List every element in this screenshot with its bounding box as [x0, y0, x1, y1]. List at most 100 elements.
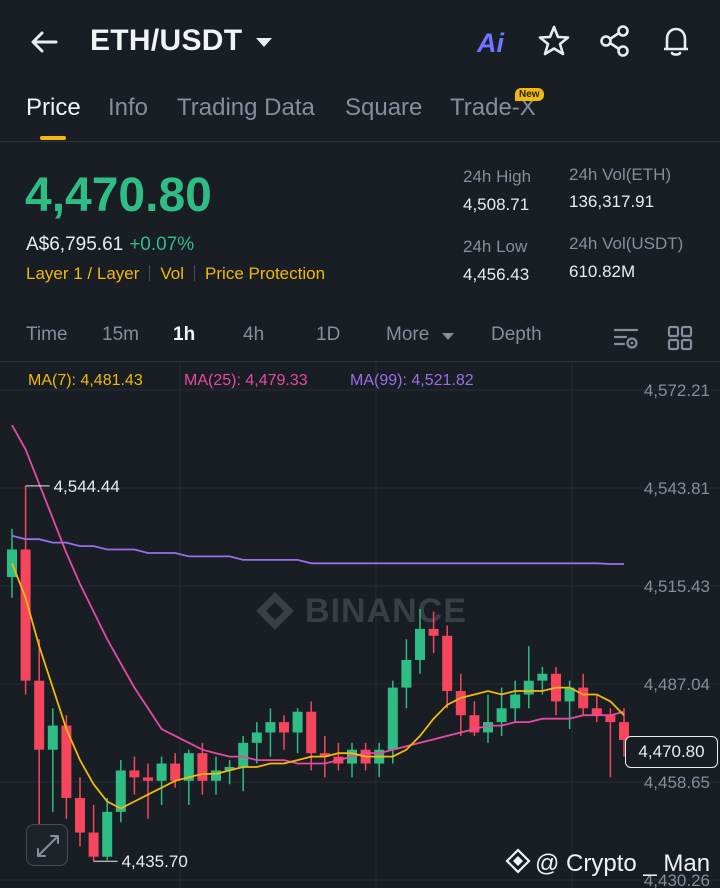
y-tick-label: 4,543.81 — [644, 479, 710, 498]
binance-watermark-icon — [256, 592, 294, 630]
y-tick-label: 4,487.04 — [644, 675, 710, 694]
tag-layer[interactable]: Layer 1 / Layer — [26, 264, 140, 283]
candle-body — [156, 763, 167, 781]
ai-assistant-icon[interactable]: Ai — [477, 28, 504, 58]
indicator-settings-icon[interactable] — [612, 324, 640, 352]
candle-body — [224, 766, 235, 771]
candle-body — [510, 694, 521, 709]
tf-15m[interactable]: 15m — [102, 324, 139, 345]
vol-eth-label: 24h Vol(ETH) — [569, 165, 672, 184]
high-24h-value: 4,508.71 — [463, 195, 530, 214]
candle-body — [47, 725, 58, 750]
min-price-label: 4,435.70 — [122, 852, 188, 871]
candle-body — [605, 715, 616, 723]
fiat-price: A$6,795.61 — [26, 234, 124, 255]
timeframe-bar: Time 15m 1h 4h 1D More Depth — [0, 314, 720, 362]
high-24h-label: 24h High — [463, 167, 532, 186]
candle-body — [537, 673, 548, 681]
y-tick-label: 4,572.21 — [644, 381, 710, 400]
candle-body — [183, 753, 194, 781]
vol-eth-value: 136,317.91 — [569, 192, 655, 211]
watermark-text: @ Crypto _ Man — [535, 850, 711, 877]
candle-body — [115, 770, 126, 812]
pair-dropdown-icon[interactable] — [256, 38, 272, 47]
expand-icon — [37, 835, 59, 857]
tab-trading-data[interactable]: Trading Data — [177, 94, 315, 121]
bell-icon[interactable] — [659, 24, 693, 58]
candle-body — [20, 549, 31, 681]
candle-body — [387, 687, 398, 750]
candle-body — [197, 753, 208, 781]
candle-body — [319, 753, 330, 757]
candle-body — [469, 715, 480, 733]
low-24h-label: 24h Low — [463, 237, 528, 256]
candle-body — [75, 798, 85, 833]
tf-more[interactable]: More — [386, 324, 430, 345]
ma25-line — [11, 424, 625, 765]
tf-1d[interactable]: 1D — [316, 324, 341, 345]
share-icon[interactable] — [598, 24, 632, 58]
candle-body — [415, 628, 425, 660]
y-tick-label: 4,515.43 — [644, 577, 710, 596]
ma99-legend: MA(99): 4,521.82 — [350, 372, 474, 389]
candle-body — [170, 763, 181, 781]
ma99-line — [11, 534, 624, 565]
candle-body — [401, 659, 412, 688]
last-price: 4,470.80 — [25, 169, 212, 222]
vol-usdt-label: 24h Vol(USDT) — [569, 234, 684, 253]
tag-price-protection[interactable]: Price Protection — [205, 264, 326, 283]
tf-depth[interactable]: Depth — [491, 324, 542, 345]
tab-square[interactable]: Square — [345, 94, 423, 121]
active-tab-indicator — [40, 136, 66, 140]
new-badge: New — [515, 88, 544, 101]
tf-1h[interactable]: 1h — [173, 324, 196, 345]
candle-body — [143, 777, 153, 781]
candle-body — [211, 770, 221, 781]
tab-info[interactable]: Info — [108, 94, 149, 121]
y-tick-label: 4,430.26 — [644, 871, 710, 888]
low-24h-value: 4,456.43 — [463, 265, 530, 284]
tab-price[interactable]: Price — [26, 94, 81, 121]
binance-watermark: BINANCE — [305, 592, 467, 630]
star-icon[interactable] — [537, 24, 571, 58]
grid-layout-icon[interactable] — [666, 324, 694, 352]
candle-body — [102, 811, 113, 857]
candle-body — [578, 687, 589, 709]
pair-title[interactable]: ETH/USDT — [90, 24, 243, 57]
candle-body — [292, 711, 303, 733]
tag-vol[interactable]: Vol — [160, 264, 185, 283]
candle-body — [591, 708, 602, 716]
candle-body — [251, 732, 262, 743]
candle-body — [496, 708, 507, 723]
candle-body — [523, 680, 534, 695]
price-change: +0.07% — [129, 234, 195, 255]
current-price-tag: 4,470.80 — [625, 736, 718, 768]
top-bar: ETH/USDT Ai — [0, 0, 720, 84]
candle-body — [483, 722, 493, 733]
max-price-label: 4,544.44 — [54, 477, 120, 496]
ma7-legend: MA(7): 4,481.43 — [28, 372, 143, 389]
main-tabs: Price Info Trading Data Square Trade-X N… — [0, 84, 720, 142]
more-caret-icon[interactable] — [442, 333, 454, 340]
y-tick-label: 4,458.65 — [644, 773, 710, 792]
candle-body — [428, 628, 439, 636]
ma7-line — [11, 562, 625, 810]
candle-body — [129, 770, 140, 778]
back-arrow-icon[interactable] — [26, 26, 62, 58]
candle-body — [442, 635, 453, 692]
fullscreen-button[interactable] — [26, 824, 68, 866]
author-watermark: @ Crypto _ Man — [505, 848, 710, 878]
candle-body — [88, 832, 99, 857]
tf-time[interactable]: Time — [26, 324, 68, 345]
candle-body — [61, 725, 72, 799]
candle-body — [238, 742, 249, 767]
candle-body — [564, 687, 575, 702]
binance-square-icon — [505, 848, 531, 874]
candle-body — [306, 711, 317, 754]
tf-4h[interactable]: 4h — [243, 324, 265, 345]
tag-row: Layer 1 / Layer Vol Price Protection — [26, 264, 325, 284]
candlestick-chart[interactable]: 4,572.21 4,543.81 4,515.43 4,487.04 4,458.65… — [0, 362, 720, 888]
candle-body — [279, 722, 289, 733]
ma25-legend: MA(25): 4,479.33 — [184, 372, 308, 389]
candle-body — [265, 722, 276, 733]
